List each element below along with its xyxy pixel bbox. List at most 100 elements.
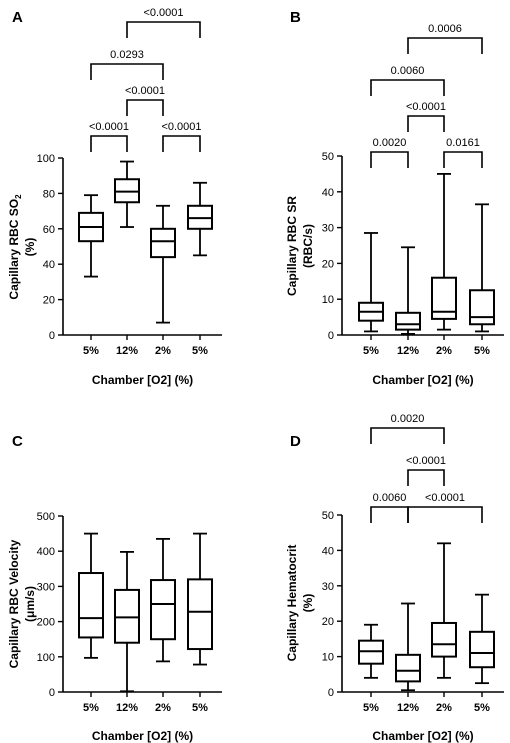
y-tick-label: 0 <box>49 687 55 699</box>
significance-bracket: 0.0161 <box>443 137 483 168</box>
y-tick-label: 0 <box>328 330 334 342</box>
x-tick-label: 2% <box>436 345 452 357</box>
bracket-line <box>126 99 164 116</box>
significance-bracket: <0.0001 <box>161 121 202 152</box>
p-value-label: 0.0020 <box>391 413 425 425</box>
x-axis-label: Chamber [O2] (%) <box>92 729 193 743</box>
y-tick-label: 10 <box>322 294 334 306</box>
y-axis-label: Capillary RBC SO2 <box>7 194 23 300</box>
significance-bracket: <0.0001 <box>406 101 446 132</box>
panel-b: B 0 10 20 30 40 50 5% 12% 2% 5% Chamber [O2] (%) Cap… <box>285 9 504 387</box>
significance-bracket: <0.0001 <box>125 85 165 116</box>
x-tick-label: 5% <box>474 345 490 357</box>
bracket-line <box>126 21 201 38</box>
x-tick-label: 5% <box>363 345 379 357</box>
bracket-line <box>407 506 483 523</box>
panel-label: C <box>12 433 23 450</box>
x-tick-label: 2% <box>436 702 452 714</box>
bracket-line <box>90 63 164 80</box>
y-tick-label: 40 <box>43 259 55 271</box>
y-axis-unit: (RBC/s) <box>301 224 315 268</box>
y-tick-label: 100 <box>37 153 55 165</box>
y-axis-label-main: Capillary RBC Velocity <box>7 539 21 668</box>
box-1 <box>358 232 384 333</box>
significance-bracket: 0.0006 <box>407 23 483 54</box>
box-iqr <box>469 630 495 669</box>
significance-bracket: 0.0060 <box>370 65 445 96</box>
y-axis-label: Capillary RBC Velocity <box>7 539 21 668</box>
bracket-line <box>370 506 409 523</box>
p-value-label: <0.0001 <box>406 101 446 113</box>
x-axis-label: Chamber [O2] (%) <box>372 729 473 743</box>
box-iqr <box>150 579 176 641</box>
significance-bracket: 0.0293 <box>90 49 164 80</box>
x-tick-label: 2% <box>155 345 171 357</box>
p-value-label: 0.0060 <box>391 65 425 77</box>
y-tick-label: 30 <box>322 223 334 235</box>
x-tick-label: 12% <box>397 345 419 357</box>
significance-bracket: 0.0020 <box>370 413 445 444</box>
bracket-line <box>370 427 445 444</box>
box-4 <box>187 532 213 666</box>
significance-bracket: <0.0001 <box>407 492 483 523</box>
p-value-label: 0.0293 <box>110 49 144 61</box>
box-3 <box>431 542 457 679</box>
x-tick-label: 5% <box>474 702 490 714</box>
box-iqr <box>395 653 421 683</box>
significance-bracket: <0.0001 <box>126 7 201 38</box>
p-value-label: 0.0006 <box>428 23 462 35</box>
y-tick-label: 40 <box>322 545 334 557</box>
p-value-label: <0.0001 <box>125 85 165 97</box>
bracket-line <box>90 135 128 152</box>
y-tick-label: 200 <box>37 617 55 629</box>
x-axis-label: Chamber [O2] (%) <box>92 373 193 387</box>
x-tick-label: 5% <box>363 702 379 714</box>
p-value-label: <0.0001 <box>406 455 446 467</box>
y-axis-label-main: Capillary RBC SO <box>7 199 21 300</box>
x-tick-label: 12% <box>116 702 138 714</box>
significance-bracket: <0.0001 <box>89 121 129 152</box>
y-tick-label: 0 <box>49 330 55 342</box>
box-iqr <box>187 578 213 651</box>
panel-label: B <box>290 9 301 26</box>
y-tick-label: 40 <box>322 187 334 199</box>
y-axis-unit: (%) <box>301 594 315 613</box>
x-axis-label: Chamber [O2] (%) <box>372 373 473 387</box>
box-1 <box>358 623 384 679</box>
y-tick-label: 30 <box>322 581 334 593</box>
y-tick-label: 80 <box>43 188 55 200</box>
y-tick-label: 60 <box>43 224 55 236</box>
y-tick-label: 300 <box>37 581 55 593</box>
bracket-line <box>407 115 445 132</box>
box-1 <box>78 532 104 659</box>
y-tick-label: 50 <box>322 510 334 522</box>
p-value-label: 0.0020 <box>373 137 407 149</box>
y-tick-label: 500 <box>37 511 55 523</box>
y-tick-label: 20 <box>43 295 55 307</box>
panel-label: A <box>12 9 23 26</box>
panel-c: C 0 100 200 300 400 500 5% 12% 2% 5% Chamber [O2] (… <box>7 433 222 743</box>
p-value-label: 0.0161 <box>446 137 480 149</box>
y-axis-label: Capillary RBC SR <box>285 196 299 296</box>
y-tick-label: 20 <box>322 258 334 270</box>
box-3 <box>150 537 176 663</box>
x-tick-label: 12% <box>116 345 138 357</box>
box-3 <box>431 172 457 331</box>
panel-d: D 0 10 20 30 40 50 5% 12% 2% 5% Chamber [O2] (%) Cap… <box>285 413 504 743</box>
x-tick-label: 2% <box>155 702 171 714</box>
box-iqr <box>431 621 457 658</box>
x-tick-label: 5% <box>83 702 99 714</box>
y-tick-label: 400 <box>37 546 55 558</box>
y-axis-label-main: Capillary RBC SR <box>285 196 299 296</box>
p-value-label: <0.0001 <box>161 121 201 133</box>
box-2 <box>395 246 421 335</box>
y-tick-label: 20 <box>322 616 334 628</box>
p-value-label: 0.0060 <box>373 492 407 504</box>
y-tick-label: 10 <box>322 652 334 664</box>
y-tick-label: 0 <box>328 687 334 699</box>
x-tick-label: 5% <box>192 345 208 357</box>
bracket-line <box>407 37 483 54</box>
y-axis-unit: (μm/s) <box>23 586 37 622</box>
bracket-line <box>162 135 201 152</box>
y-tick-label: 50 <box>322 151 334 163</box>
